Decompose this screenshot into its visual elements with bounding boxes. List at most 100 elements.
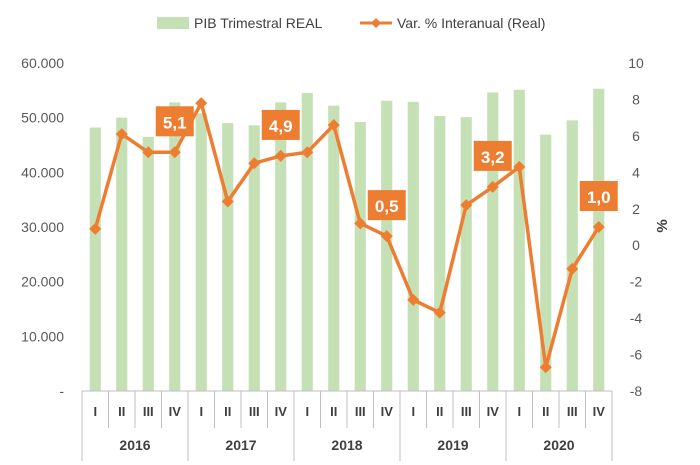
bar-series <box>89 88 605 392</box>
y-right-tick-label: 10 <box>628 55 644 71</box>
bar <box>142 136 154 391</box>
x-tick-label: III <box>143 404 154 419</box>
data-label: 4,9 <box>269 117 293 136</box>
x-tick-label: IV <box>381 404 394 419</box>
data-label: 0,5 <box>375 197 399 216</box>
series-line <box>93 101 601 370</box>
year-label: 2018 <box>331 437 362 453</box>
x-tick-label: I <box>517 404 521 419</box>
bar <box>301 93 313 392</box>
y-left-tick-label: - <box>59 383 64 399</box>
y-left-tick-label: 60.000 <box>21 55 64 71</box>
bar <box>487 92 499 392</box>
bar <box>540 134 552 391</box>
line-marker <box>221 195 234 208</box>
y-left-tick-label: 20.000 <box>21 274 64 290</box>
bar <box>275 102 287 392</box>
x-tick-label: III <box>567 404 578 419</box>
year-label: 2019 <box>437 437 468 453</box>
legend-swatch-pib <box>157 17 189 29</box>
line-series <box>89 97 605 374</box>
y-left-tick-label: 50.000 <box>21 110 64 126</box>
x-tick-label: I <box>93 404 97 419</box>
line-marker <box>142 146 155 159</box>
line-marker <box>195 97 208 110</box>
legend: PIB Trimestral REAL Var. % Interanual (R… <box>157 15 545 31</box>
bar <box>222 123 234 391</box>
y-right-tick-label: -6 <box>630 347 643 363</box>
y-left-tick-label: 30.000 <box>21 219 64 235</box>
y-right-tick-label: 2 <box>632 201 640 217</box>
data-label: 1,0 <box>587 188 611 207</box>
axes: - 10.000 20.000 30.000 40.000 50.000 60.000 -8 -… <box>21 55 644 461</box>
legend-swatch-var-marker <box>371 18 381 28</box>
line-marker <box>274 149 287 162</box>
line-marker <box>566 262 579 275</box>
data-label-box <box>261 109 300 140</box>
data-label-box <box>367 190 406 221</box>
y-right-tick-label: 4 <box>632 164 640 180</box>
bar <box>248 125 260 391</box>
year-label: 2020 <box>543 437 574 453</box>
line-marker <box>486 180 499 193</box>
bar <box>513 89 525 391</box>
bar <box>566 120 578 392</box>
y-left-tick-label: 10.000 <box>21 328 64 344</box>
year-label: 2016 <box>119 437 150 453</box>
bar <box>381 100 393 391</box>
y-left-tick-label: 40.000 <box>21 164 64 180</box>
data-label: 5,1 <box>163 113 187 132</box>
x-tick-label: IV <box>593 404 606 419</box>
x-tick-label: II <box>436 404 443 419</box>
data-label-box <box>579 181 618 211</box>
line-marker <box>115 128 128 141</box>
year-label: 2017 <box>225 437 256 453</box>
legend-label-var: Var. % Interanual (Real) <box>397 15 545 31</box>
y-right-axis-label: % <box>654 219 671 232</box>
x-tick-label: IV <box>487 404 500 419</box>
line-marker <box>513 160 526 173</box>
line-marker <box>301 146 314 159</box>
bar <box>328 105 340 391</box>
x-tick-label: I <box>199 404 203 419</box>
y-right-tick-label: 8 <box>632 91 640 107</box>
x-tick-label: I <box>305 404 309 419</box>
y-right-tick-label: -8 <box>630 383 643 399</box>
bar <box>354 122 366 391</box>
x-tick-label: III <box>461 404 472 419</box>
bar <box>89 127 101 392</box>
data-label-box <box>155 106 194 137</box>
line-marker <box>380 230 393 243</box>
x-tick-label: I <box>411 404 415 419</box>
bar <box>407 101 419 392</box>
line-marker <box>248 157 261 170</box>
line-marker <box>168 146 181 159</box>
line-marker <box>460 199 473 212</box>
data-label-box <box>473 140 512 171</box>
y-right-tick-label: 0 <box>632 237 640 253</box>
x-tick-label: III <box>355 404 366 419</box>
bar <box>195 113 207 391</box>
data-labels: 5,1 4,9 0,5 3,2 1,0 <box>155 106 618 221</box>
x-tick-label: III <box>249 404 260 419</box>
line-marker <box>433 306 446 319</box>
line-marker <box>354 217 367 230</box>
bar <box>116 117 128 392</box>
line-marker <box>89 222 102 235</box>
x-tick-label: II <box>542 404 549 419</box>
bar <box>460 117 472 392</box>
y-right-tick-label: -2 <box>630 274 643 290</box>
x-tick-label: II <box>224 404 231 419</box>
line-marker <box>592 221 605 233</box>
x-tick-label: II <box>330 404 337 419</box>
line-marker <box>327 118 340 131</box>
x-tick-label: IV <box>275 404 288 419</box>
bar <box>593 88 605 392</box>
line-marker <box>539 361 552 374</box>
line-marker <box>407 293 420 306</box>
bar <box>169 102 181 392</box>
legend-label-pib: PIB Trimestral REAL <box>194 15 323 31</box>
y-right-tick-label: 6 <box>632 128 640 144</box>
bar <box>434 116 446 391</box>
